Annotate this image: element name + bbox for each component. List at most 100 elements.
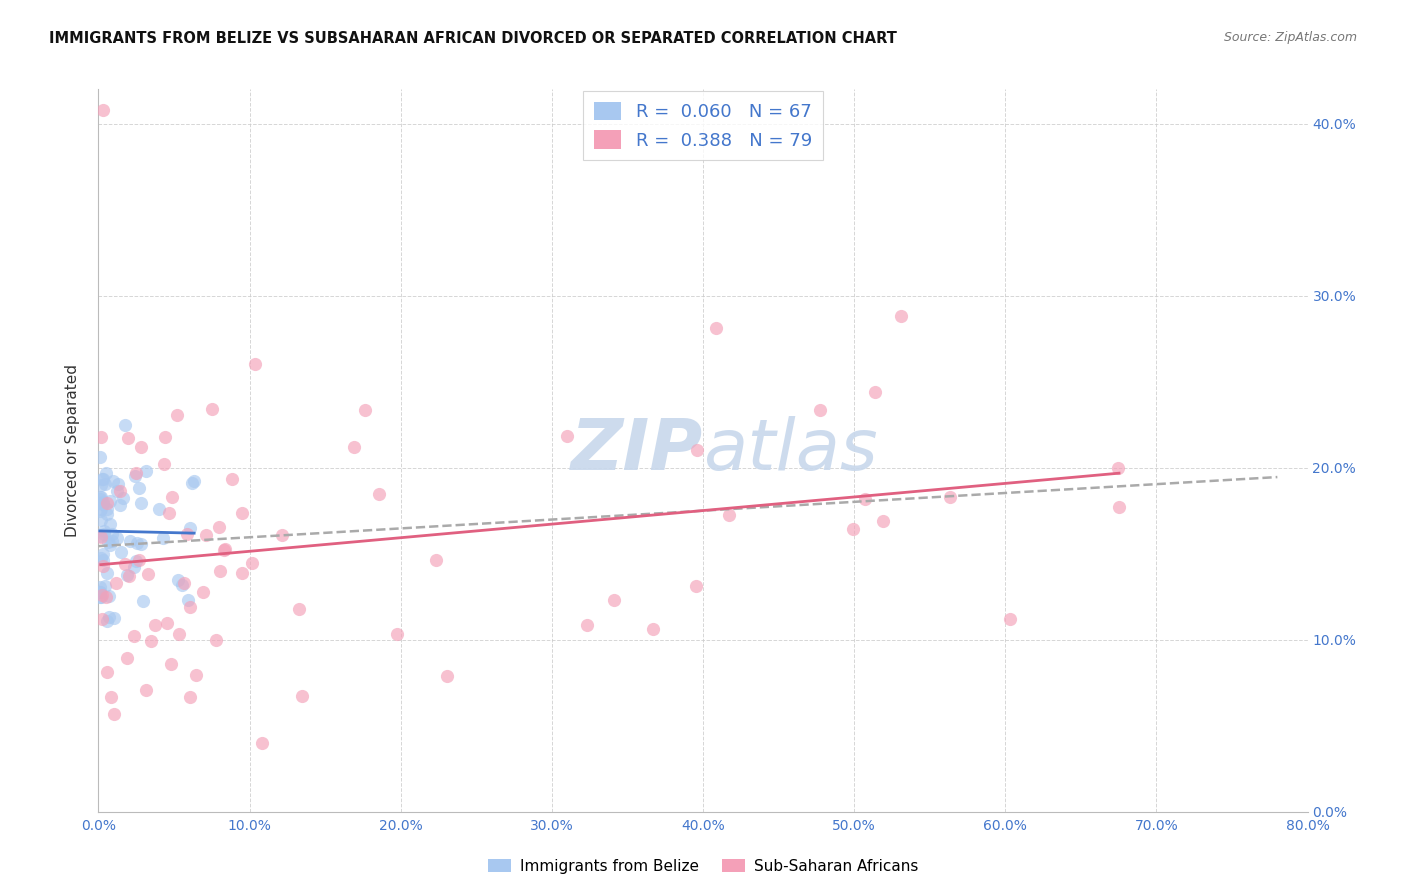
- Point: [94, 477, 117, 491]
- Point: [186, 668, 208, 682]
- Point: [89, 490, 111, 504]
- Legend: R =  0.060   N = 67, R =  0.388   N = 79: R = 0.060 N = 67, R = 0.388 N = 79: [583, 91, 823, 161]
- Point: [114, 417, 136, 432]
- Point: [114, 557, 136, 571]
- Point: [212, 542, 235, 557]
- Point: [152, 531, 174, 545]
- Point: [179, 690, 201, 705]
- Point: [89, 580, 111, 594]
- Point: [94, 578, 117, 592]
- Point: [890, 309, 912, 323]
- Point: [245, 357, 267, 371]
- Point: [641, 622, 664, 636]
- Point: [94, 466, 117, 480]
- Point: [107, 477, 129, 491]
- Point: [91, 103, 114, 117]
- Point: [128, 553, 150, 567]
- Point: [172, 578, 194, 592]
- Point: [125, 466, 148, 480]
- Point: [103, 706, 125, 721]
- Point: [104, 576, 127, 591]
- Point: [91, 472, 114, 486]
- Point: [103, 611, 125, 625]
- Point: [287, 602, 309, 616]
- Point: [90, 490, 112, 504]
- Point: [706, 321, 728, 335]
- Point: [89, 492, 111, 507]
- Point: [842, 522, 865, 536]
- Point: [183, 475, 205, 489]
- Point: [91, 547, 114, 561]
- Point: [98, 589, 121, 603]
- Point: [368, 487, 391, 501]
- Point: [166, 408, 188, 422]
- Point: [118, 569, 141, 583]
- Point: [110, 483, 132, 498]
- Point: [135, 683, 157, 698]
- Point: [252, 736, 274, 750]
- Point: [118, 534, 141, 549]
- Text: IMMIGRANTS FROM BELIZE VS SUBSAHARAN AFRICAN DIVORCED OR SEPARATED CORRELATION C: IMMIGRANTS FROM BELIZE VS SUBSAHARAN AFR…: [49, 31, 897, 46]
- Point: [89, 495, 111, 509]
- Point: [90, 530, 112, 544]
- Point: [125, 535, 148, 549]
- Point: [602, 593, 624, 607]
- Point: [136, 566, 159, 581]
- Point: [90, 478, 112, 492]
- Point: [117, 568, 139, 582]
- Point: [108, 499, 131, 513]
- Point: [177, 592, 200, 607]
- Point: [97, 534, 120, 549]
- Point: [96, 665, 118, 679]
- Point: [90, 551, 112, 566]
- Point: [808, 402, 831, 417]
- Point: [208, 520, 231, 534]
- Point: [685, 579, 707, 593]
- Point: [129, 495, 152, 509]
- Point: [155, 430, 177, 444]
- Point: [872, 514, 894, 528]
- Point: [939, 490, 962, 504]
- Point: [153, 458, 176, 472]
- Point: [221, 472, 243, 486]
- Text: Source: ZipAtlas.com: Source: ZipAtlas.com: [1223, 31, 1357, 45]
- Point: [998, 612, 1021, 626]
- Point: [111, 491, 134, 506]
- Point: [240, 557, 263, 571]
- Point: [103, 474, 125, 488]
- Point: [98, 517, 121, 532]
- Point: [179, 521, 201, 535]
- Point: [89, 590, 111, 604]
- Point: [100, 527, 122, 541]
- Point: [160, 491, 183, 505]
- Point: [90, 589, 112, 603]
- Point: [89, 585, 111, 599]
- Point: [90, 590, 112, 604]
- Point: [124, 559, 146, 574]
- Point: [91, 495, 114, 509]
- Point: [385, 627, 408, 641]
- Point: [156, 616, 179, 631]
- Point: [96, 566, 118, 580]
- Point: [1108, 500, 1130, 514]
- Point: [167, 573, 190, 587]
- Point: [96, 508, 118, 522]
- Point: [354, 403, 377, 417]
- Point: [93, 524, 115, 539]
- Point: [94, 590, 117, 604]
- Point: [96, 614, 118, 628]
- Point: [853, 492, 876, 507]
- Point: [159, 657, 181, 671]
- Point: [291, 690, 314, 704]
- Point: [201, 402, 224, 417]
- Point: [93, 526, 115, 541]
- Point: [169, 627, 191, 641]
- Point: [122, 629, 145, 643]
- Point: [129, 440, 152, 454]
- Point: [686, 442, 709, 457]
- Point: [105, 531, 128, 545]
- Point: [89, 528, 111, 542]
- Point: [90, 430, 112, 444]
- Point: [89, 585, 111, 599]
- Point: [179, 599, 201, 614]
